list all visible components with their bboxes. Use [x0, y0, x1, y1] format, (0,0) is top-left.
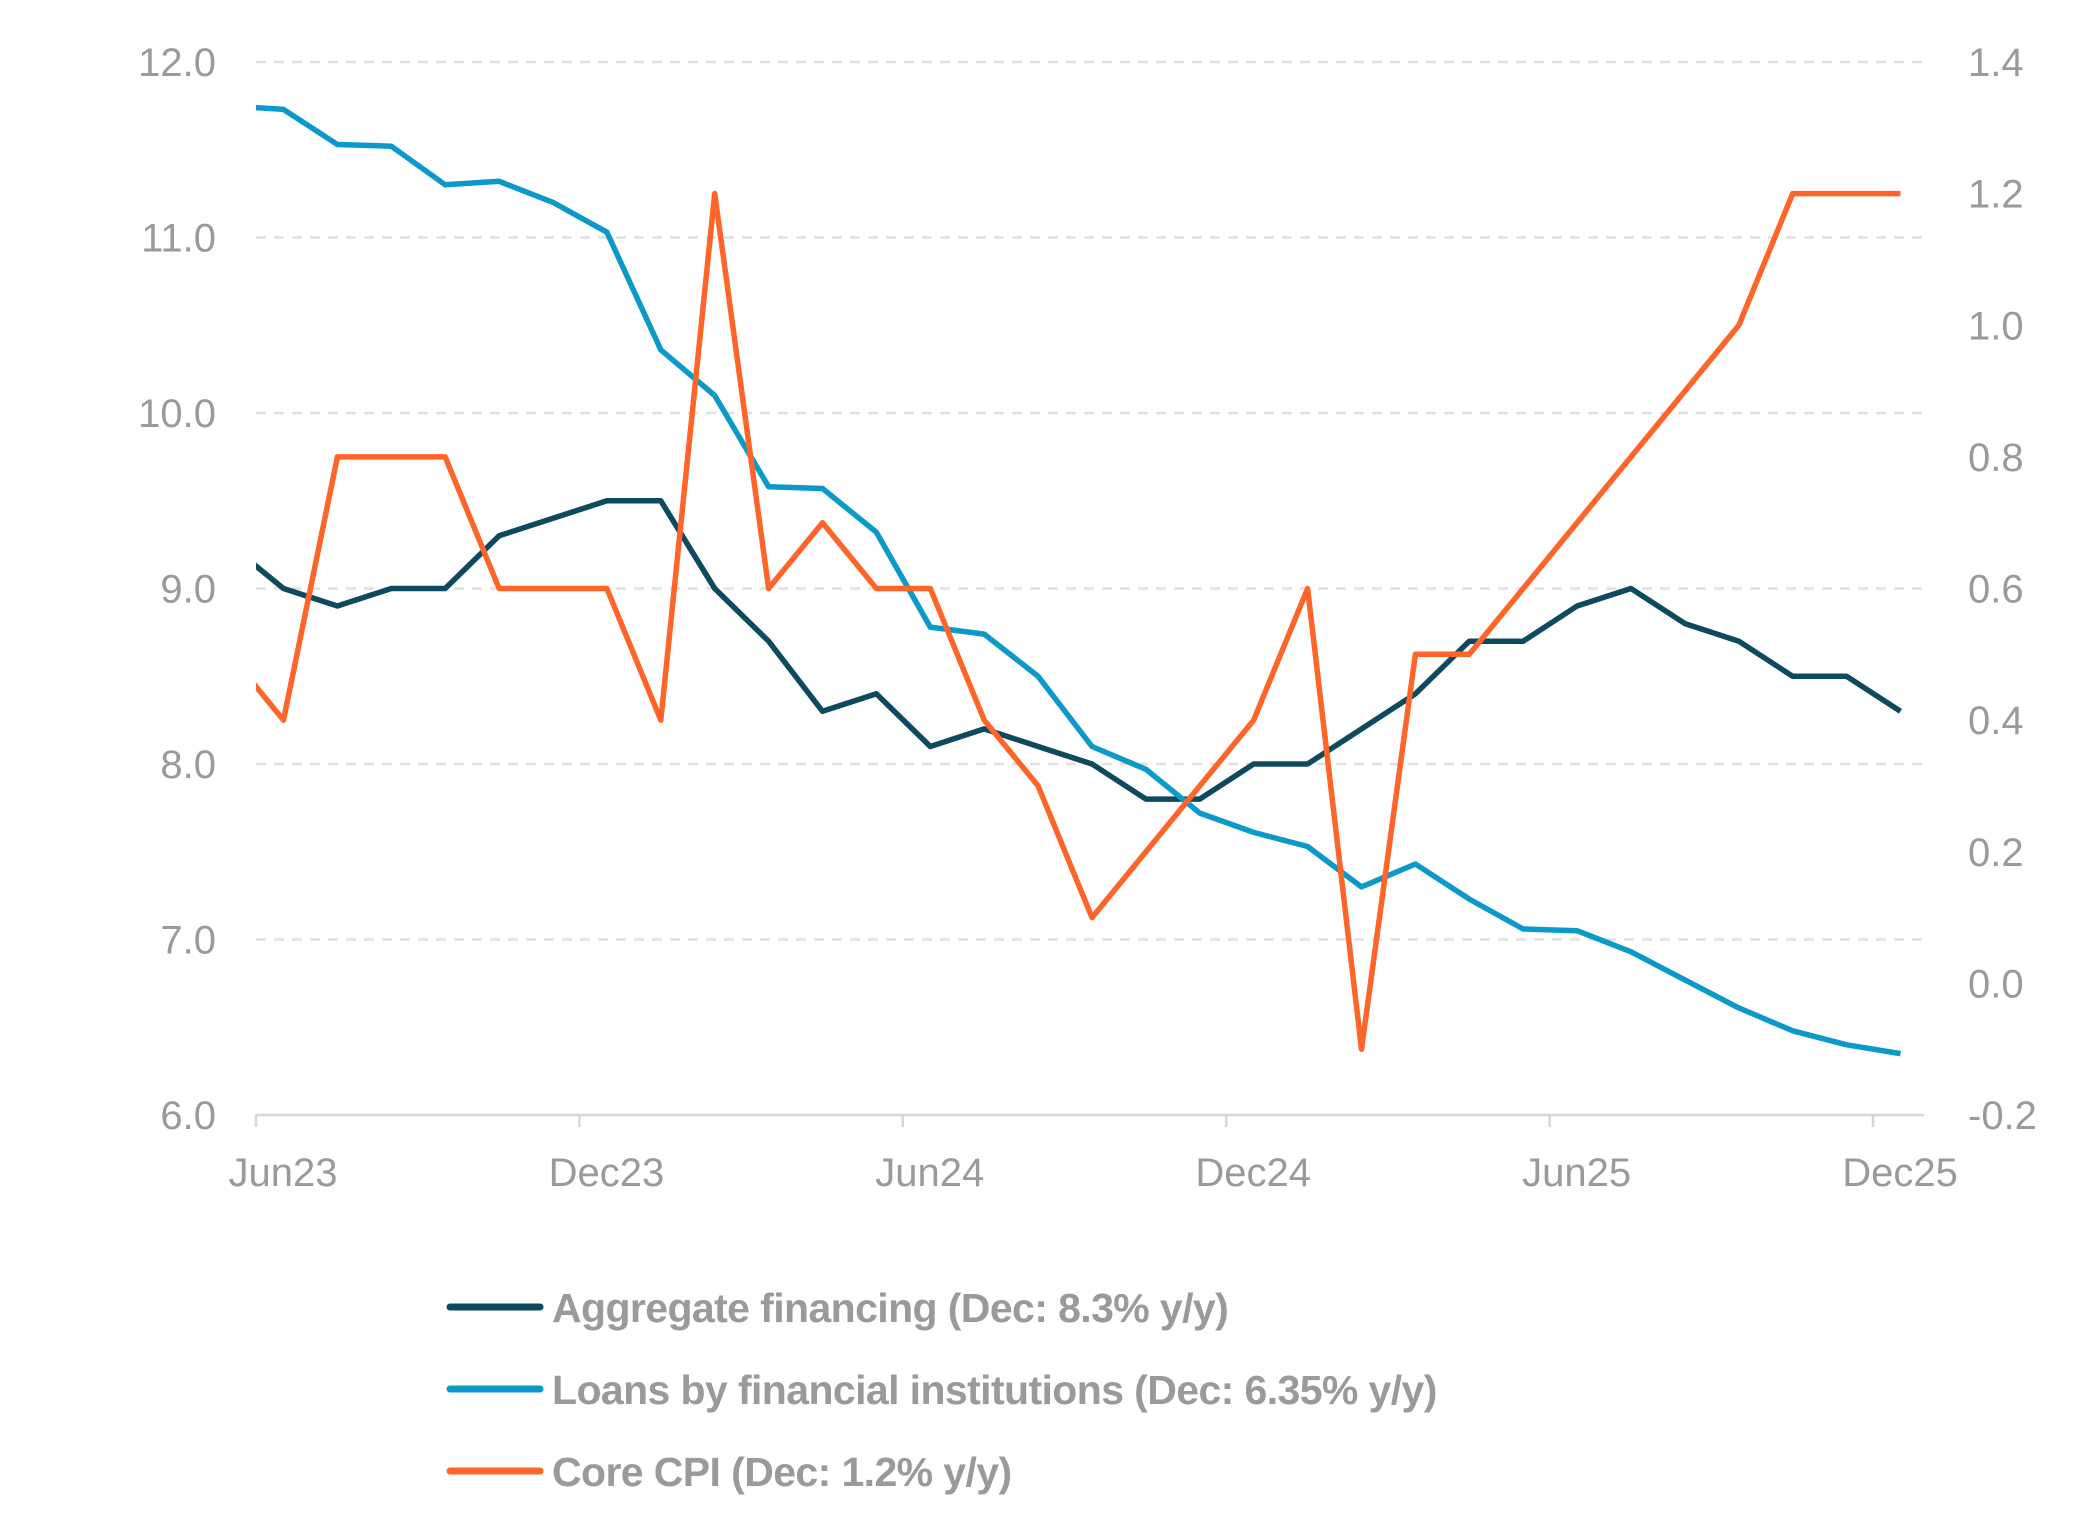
- right-tick-label: 0.8: [1968, 436, 2024, 480]
- left-tick-label: 8.0: [160, 743, 216, 787]
- right-tick-label: 0.2: [1968, 831, 2024, 875]
- left-tick-label: 7.0: [160, 919, 216, 963]
- legend-label: Loans by financial institutions (Dec: 6.…: [552, 1367, 1437, 1413]
- series-lines: [256, 104, 1902, 1057]
- x-tick-label: Jun24: [875, 1151, 984, 1195]
- series-line-0: [256, 498, 1902, 802]
- legend-label: Aggregate financing (Dec: 8.3% y/y): [552, 1285, 1228, 1331]
- x-tick-label: Dec23: [549, 1151, 665, 1195]
- x-tick-label: Jun25: [1522, 1151, 1631, 1195]
- legend-label: Core CPI (Dec: 1.2% y/y): [552, 1449, 1012, 1495]
- right-tick-label: 0.6: [1968, 568, 2024, 612]
- x-axis: Jun23 Dec23 Jun24 Dec24 Jun25 Dec25: [229, 1113, 1958, 1195]
- series-line-2: [256, 190, 1901, 1052]
- right-tick-label: -0.2: [1968, 1094, 2037, 1138]
- right-tick-label: 1.0: [1968, 304, 2024, 348]
- right-tick-label: 1.4: [1968, 41, 2024, 85]
- legend: Aggregate financing (Dec: 8.3% y/y) Loans…: [446, 1285, 1437, 1495]
- right-tick-label: 1.2: [1968, 173, 2024, 217]
- left-tick-label: 6.0: [160, 1094, 216, 1138]
- left-tick-label: 12.0: [138, 41, 216, 85]
- x-tick-label: Jun23: [229, 1151, 338, 1195]
- left-axis-ticks: 6.0 7.0 8.0 9.0 10.0 11.0 12.0: [138, 41, 216, 1138]
- gridlines: [256, 60, 1924, 941]
- right-tick-label: 0.4: [1968, 699, 2024, 743]
- x-tick-label: Dec25: [1842, 1151, 1958, 1195]
- right-tick-label: 0.0: [1968, 962, 2024, 1006]
- right-axis-ticks: -0.2 0.0 0.2 0.4 0.6 0.8 1.0 1.2 1.4: [1968, 41, 2037, 1138]
- left-tick-label: 10.0: [138, 392, 216, 436]
- left-tick-label: 9.0: [160, 568, 216, 612]
- series-line-1: [256, 104, 1901, 1057]
- left-tick-label: 11.0: [141, 217, 216, 261]
- x-tick-label: Dec24: [1195, 1151, 1311, 1195]
